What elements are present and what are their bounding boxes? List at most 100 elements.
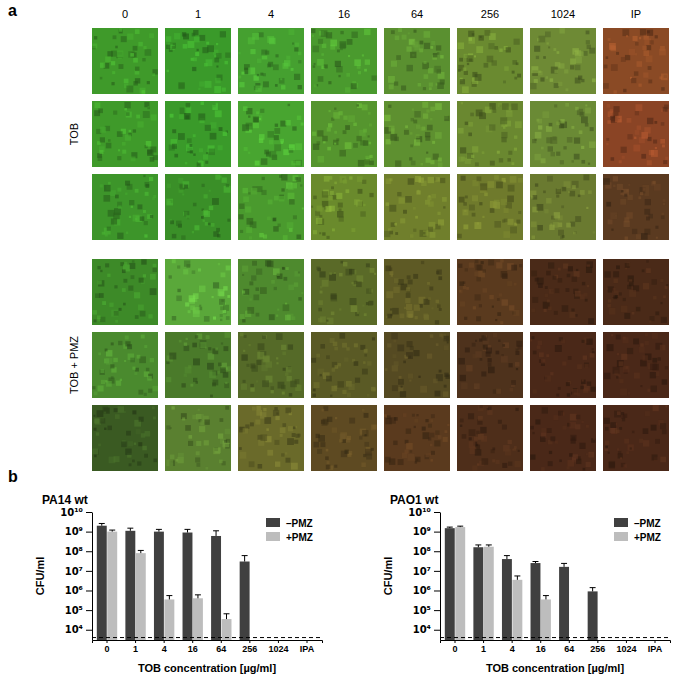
tile-texture <box>661 122 665 126</box>
tile-texture <box>329 176 333 180</box>
tile-texture <box>141 433 145 437</box>
tile-texture <box>263 355 270 362</box>
tile-texture <box>503 80 506 83</box>
micrograph-tile <box>165 101 231 167</box>
tile-texture <box>541 359 545 363</box>
tile-texture <box>153 155 158 160</box>
tile-texture <box>96 432 99 435</box>
tile-texture <box>653 296 656 299</box>
tile-texture <box>205 81 212 88</box>
tile-background <box>165 259 231 325</box>
tile-texture <box>209 149 215 155</box>
tile-texture <box>298 85 302 89</box>
tile-texture <box>464 71 468 75</box>
tile-texture <box>489 124 495 130</box>
tile-texture <box>516 368 518 370</box>
micrograph-tile <box>530 101 596 167</box>
tile-texture <box>190 144 193 147</box>
tile-texture <box>551 67 558 74</box>
tile-texture <box>660 302 662 304</box>
tile-texture <box>665 366 668 369</box>
tile-texture <box>575 107 578 110</box>
tile-texture <box>413 207 416 210</box>
tile-texture <box>298 52 301 55</box>
tile-texture <box>184 342 187 345</box>
tile-texture <box>394 82 398 86</box>
tile-texture <box>249 298 251 300</box>
tile-texture <box>397 192 401 196</box>
tile-texture <box>370 268 375 273</box>
tile-texture <box>124 102 130 108</box>
tile-texture <box>288 104 290 106</box>
tile-texture <box>149 177 153 181</box>
tile-texture <box>475 264 481 270</box>
micrograph-tile <box>165 405 231 471</box>
tile-texture <box>241 354 247 360</box>
tile-texture <box>651 181 655 185</box>
tile-texture <box>346 347 349 350</box>
tile-texture <box>480 183 487 190</box>
tile-texture <box>494 175 499 180</box>
tile-texture <box>313 389 316 392</box>
tile-texture <box>225 52 230 57</box>
tile-texture <box>631 78 636 83</box>
tile-texture <box>179 83 185 89</box>
tile-texture <box>130 358 135 363</box>
tile-texture <box>119 29 122 32</box>
tile-texture <box>629 49 635 55</box>
tile-texture <box>607 344 614 351</box>
tile-texture <box>532 139 536 143</box>
tile-texture <box>105 349 108 352</box>
tile-background <box>238 405 304 471</box>
tile-texture <box>607 120 611 124</box>
tile-texture <box>364 69 367 72</box>
tile-texture <box>177 289 180 292</box>
tile-texture <box>220 367 226 373</box>
tile-texture <box>466 287 469 290</box>
tile-texture <box>246 227 252 233</box>
tile-texture <box>620 389 627 396</box>
tile-texture <box>130 53 134 57</box>
tile-texture <box>475 340 477 342</box>
tile-texture <box>481 371 486 376</box>
tile-background <box>311 174 377 240</box>
tile-texture <box>253 295 259 301</box>
tile-texture <box>225 429 231 435</box>
tile-texture <box>286 56 290 60</box>
tile-texture <box>661 215 665 219</box>
tile-texture <box>514 283 517 286</box>
tile-texture <box>248 152 250 154</box>
tile-texture <box>144 234 147 237</box>
tile-texture <box>647 30 653 36</box>
tile-texture <box>343 116 347 120</box>
tile-texture <box>277 273 280 276</box>
tile-texture <box>384 115 390 121</box>
tile-texture <box>169 353 176 360</box>
tile-texture <box>405 125 408 128</box>
tile-texture <box>331 386 336 391</box>
tile-texture <box>138 42 143 47</box>
tile-texture <box>104 185 111 192</box>
tile-texture <box>141 259 146 264</box>
tile-texture <box>516 220 520 224</box>
tile-texture <box>549 289 554 294</box>
tile-texture <box>548 307 552 311</box>
tile-texture <box>288 185 294 191</box>
tile-texture <box>572 276 577 281</box>
tile-texture <box>281 85 285 89</box>
tile-texture <box>461 176 466 181</box>
tile-texture <box>410 144 413 147</box>
tile-texture <box>204 194 208 198</box>
column-label: 0 <box>122 8 128 20</box>
micrograph-tile <box>238 405 304 471</box>
tile-texture <box>338 203 343 208</box>
tile-texture <box>275 124 278 127</box>
tile-texture <box>260 73 263 76</box>
tile-texture <box>259 139 264 144</box>
tile-texture <box>547 300 550 303</box>
tile-texture <box>460 301 465 306</box>
tile-texture <box>604 271 610 277</box>
tile-texture <box>196 451 200 455</box>
tile-texture <box>655 311 659 315</box>
tile-background <box>603 174 669 240</box>
